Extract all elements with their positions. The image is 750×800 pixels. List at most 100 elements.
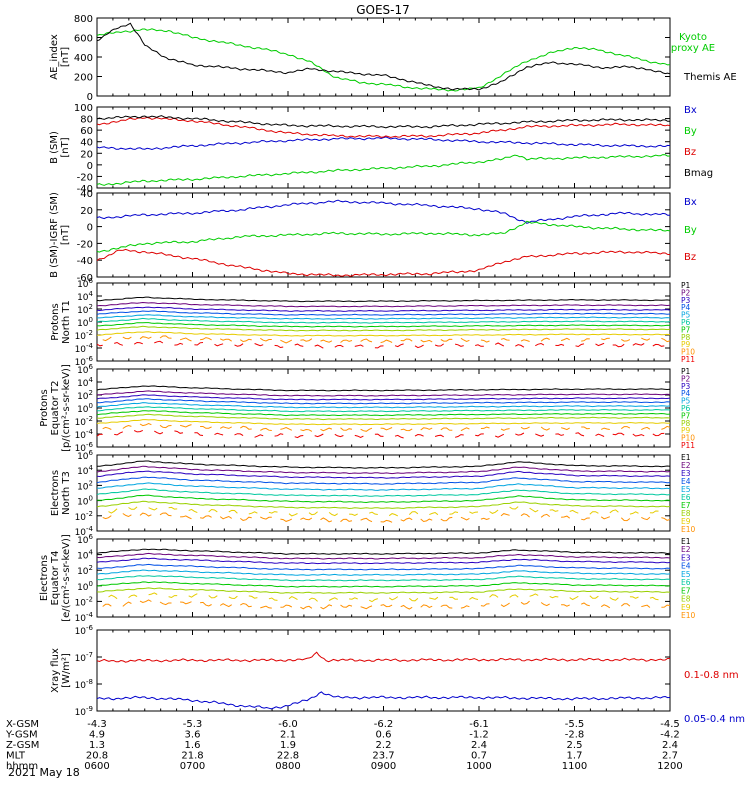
channel-label-e10: E10 [681, 525, 696, 534]
channel-label-p6: P6 [681, 404, 691, 413]
channel-line-p11 [174, 342, 184, 346]
channel-line-p11 [294, 343, 304, 347]
y-tick-label: 0 [87, 92, 93, 103]
channel-line-e10 [139, 599, 152, 604]
channel-line-p10 [260, 427, 272, 431]
channel-line-p11 [475, 344, 484, 347]
channel-line-e10 [340, 604, 353, 608]
channel-label-p3: P3 [681, 296, 691, 305]
channel-line-e9 [188, 508, 198, 514]
channel-line-p6 [96, 317, 671, 324]
channel-line-p11 [612, 432, 625, 436]
channel-line-e3 [96, 470, 671, 479]
channel-line-e2 [96, 552, 671, 560]
channel-line-e9 [168, 506, 178, 510]
channel-line-e9 [208, 508, 218, 513]
x-axis-value: -6.2 [374, 719, 394, 730]
channel-line-e9 [569, 595, 579, 601]
channel-label-p7: P7 [681, 411, 691, 420]
channel-line-e10 [180, 601, 192, 605]
series-line-bx [96, 136, 671, 151]
channel-line-p11 [454, 343, 464, 347]
channel-line-p11 [133, 429, 143, 433]
channel-line-p1 [96, 296, 671, 303]
channel-line-e10 [480, 517, 490, 521]
channel-line-e10 [139, 512, 152, 517]
channel-line-e8 [96, 500, 671, 510]
channel-line-p10 [320, 427, 333, 432]
channel-line-p11 [434, 434, 444, 438]
x-axis-value: -6.1 [469, 719, 489, 730]
x-axis-row-label: Y-GSM [5, 730, 38, 741]
channel-line-p8 [96, 413, 671, 421]
channel-line-p11 [374, 433, 384, 437]
channel-line-p11 [114, 431, 124, 436]
channel-line-e9 [388, 513, 399, 517]
channel-line-e9 [308, 511, 318, 516]
channel-label-p11: P11 [681, 355, 695, 364]
channel-line-p10 [340, 427, 353, 431]
channel-line-p7 [96, 410, 671, 417]
channel-line-e10 [102, 515, 112, 520]
channel-label-e5: E5 [681, 570, 691, 579]
y-tick-label: 10-9 [75, 705, 93, 718]
x-axis-value: 21.8 [181, 751, 203, 762]
y-axis-label: Equator T2 [50, 381, 61, 436]
y-tick-label: 102 [77, 303, 93, 316]
channel-line-p10 [400, 428, 413, 432]
series-line-by [96, 154, 671, 186]
x-axis-table: X-GSM -4.3 -5.3 -6.0 -6.2 -6.1 -5.5 -4.5 Y-GSM 4.… [5, 719, 683, 772]
channel-line-p10 [601, 337, 610, 341]
channel-line-e9 [228, 595, 238, 600]
channel-line-p11 [575, 343, 585, 348]
legend-label: Bz [684, 147, 696, 158]
channel-line-p11 [194, 342, 204, 346]
x-axis-value: -5.5 [565, 719, 585, 730]
channel-line-e10 [661, 604, 671, 608]
channel-line-e10 [400, 604, 413, 610]
y-tick-label: 20 [80, 206, 93, 217]
channel-line-e9 [148, 592, 158, 596]
x-axis-value: 2.4 [662, 740, 678, 751]
y-tick-label: 10-2 [75, 415, 93, 428]
channel-label-p10: P10 [681, 434, 695, 443]
channel-line-e8 [96, 587, 671, 594]
y-axis-label: AE_index [49, 34, 60, 80]
channel-label-e9: E9 [681, 603, 691, 612]
channel-line-p10 [581, 426, 590, 430]
channel-line-e9 [449, 596, 459, 600]
channel-label-e5: E5 [681, 485, 691, 494]
y-tick-label: 10-4 [75, 525, 94, 538]
channel-line-e10 [540, 602, 550, 607]
channel-line-p11 [314, 344, 324, 349]
y-axis-label: North T1 [61, 300, 72, 344]
channel-label-e2: E2 [681, 545, 691, 554]
channel-line-p10 [300, 428, 313, 432]
channel-line-e4 [96, 476, 671, 485]
legend-label: Bmag [684, 168, 713, 179]
channel-label-e1: E1 [681, 537, 691, 546]
channel-line-p8 [96, 325, 671, 332]
x-axis-value: -4.5 [660, 719, 680, 730]
channel-line-p10 [122, 336, 132, 340]
channel-line-p10 [460, 427, 470, 432]
x-axis-value: 0900 [371, 761, 396, 772]
channel-line-e10 [620, 517, 631, 522]
channel-line-p10 [661, 425, 671, 430]
channel-line-p10 [661, 337, 671, 343]
channel-line-p11 [652, 343, 665, 347]
channel-line-p10 [500, 337, 510, 341]
y-tick-label: 40 [80, 138, 93, 149]
channel-line-p10 [200, 337, 212, 341]
channel-label-p5: P5 [681, 311, 691, 320]
channel-line-e1 [96, 548, 671, 555]
legend-label: By [684, 225, 697, 236]
channel-line-e9 [469, 511, 479, 514]
y-tick-label: 104 [77, 290, 93, 303]
channel-line-p11 [535, 342, 545, 347]
channel-line-e9 [188, 593, 198, 598]
channel-line-p11 [394, 343, 404, 348]
channel-line-p2 [97, 390, 671, 397]
y-tick-label: 106 [77, 363, 93, 376]
